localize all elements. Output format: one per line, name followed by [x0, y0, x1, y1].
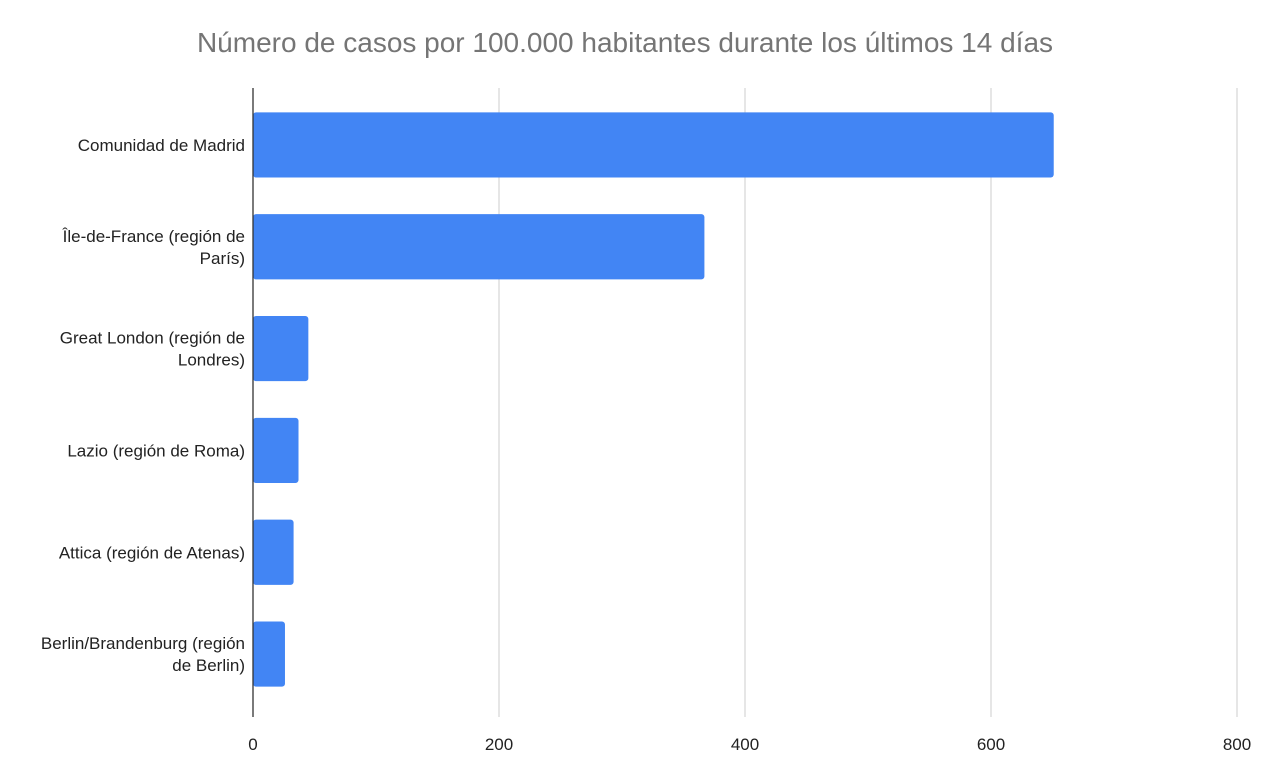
bar-3 — [253, 315, 309, 382]
x-tick-label: 800 — [1223, 735, 1251, 754]
category-label: Île-de-France (región de — [62, 227, 245, 246]
category-label: Berlin/Brandenburg (región — [41, 634, 245, 653]
category-label: de Berlin) — [172, 656, 245, 675]
x-tick-label: 600 — [977, 735, 1005, 754]
category-label: Comunidad de Madrid — [78, 136, 245, 155]
bar-2 — [253, 214, 705, 280]
x-tick-label: 400 — [731, 735, 759, 754]
x-tick-label: 200 — [485, 735, 513, 754]
category-label: Londres) — [178, 351, 245, 370]
bars — [253, 112, 1054, 687]
category-labels: Comunidad de Madrid Île-de-France (región… — [41, 136, 245, 675]
bar-1 — [253, 112, 1054, 178]
bar-5 — [253, 519, 294, 585]
category-label: Great London (región de — [60, 329, 245, 348]
chart-title: Número de casos por 100.000 habitantes d… — [197, 27, 1053, 58]
gridlines — [498, 88, 1238, 717]
bar-6 — [253, 621, 285, 687]
bar-4 — [253, 417, 299, 484]
category-label: París) — [200, 249, 245, 268]
x-tick-labels: 0 200 400 600 800 — [248, 735, 1251, 754]
category-label: Attica (región de Atenas) — [59, 543, 245, 562]
category-label: Lazio (región de Roma) — [67, 441, 245, 460]
x-tick-label: 0 — [248, 735, 257, 754]
